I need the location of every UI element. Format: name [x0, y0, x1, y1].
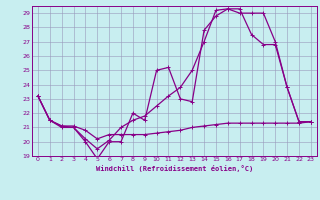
- X-axis label: Windchill (Refroidissement éolien,°C): Windchill (Refroidissement éolien,°C): [96, 165, 253, 172]
